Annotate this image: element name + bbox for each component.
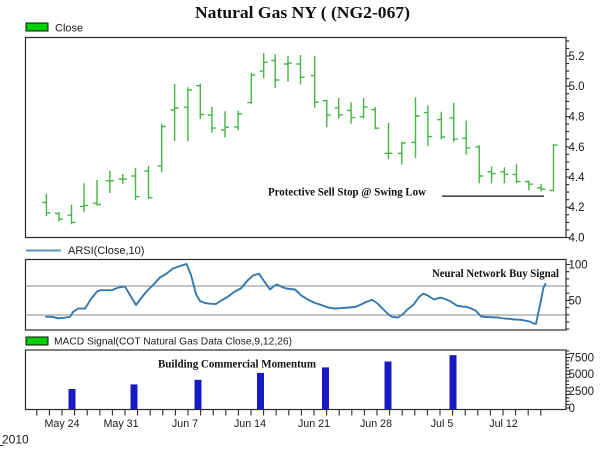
svg-text:2500: 2500 [569,386,595,398]
svg-text:4.6: 4.6 [569,142,585,154]
svg-text:2010: 2010 [2,433,29,447]
svg-text:4.8: 4.8 [569,112,585,124]
svg-text:Jul 12: Jul 12 [489,418,518,430]
svg-text:4.2: 4.2 [569,202,585,214]
svg-text:Jun 7: Jun 7 [172,418,198,430]
svg-text:Protective Sell Stop @ Swing L: Protective Sell Stop @ Swing Low [268,187,427,199]
svg-text:May 24: May 24 [44,418,79,430]
svg-text:50: 50 [569,295,582,307]
svg-text:7500: 7500 [569,352,595,364]
svg-text:5.0: 5.0 [569,81,585,93]
svg-text:Close: Close [55,23,83,35]
svg-text:Jun 21: Jun 21 [298,418,330,430]
svg-text:Jul 5: Jul 5 [431,418,454,430]
svg-text:May 31: May 31 [103,418,138,430]
svg-text:5000: 5000 [569,369,595,381]
svg-text:4.4: 4.4 [569,172,586,184]
svg-text:MACD Signal(COT Natural Gas Da: MACD Signal(COT Natural Gas Data Close,9… [54,336,292,348]
svg-text:100: 100 [569,260,588,272]
svg-text:5.2: 5.2 [569,51,585,63]
svg-text:Neural Network Buy Signal: Neural Network Buy Signal [432,266,560,280]
svg-text:Building Commercial Momentum: Building Commercial Momentum [158,359,316,371]
svg-text:Natural Gas NY ( (NG2-067): Natural Gas NY ( (NG2-067) [195,3,410,22]
svg-text:Jun 28: Jun 28 [360,418,392,430]
svg-text:ARSI(Close,10): ARSI(Close,10) [68,245,144,257]
svg-text:0: 0 [569,403,575,415]
svg-text:4.0: 4.0 [569,233,585,245]
svg-text:Jun 14: Jun 14 [234,418,266,430]
